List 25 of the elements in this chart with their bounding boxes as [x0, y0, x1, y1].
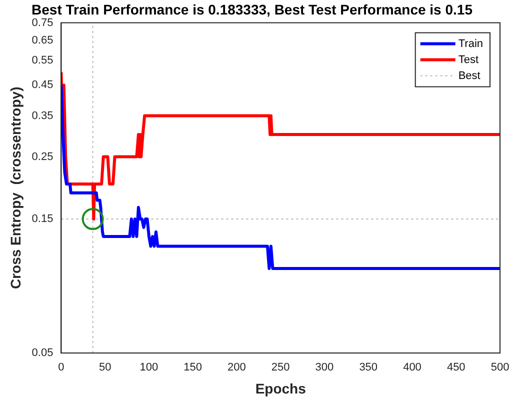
x-tick-label: 400: [403, 362, 422, 374]
legend-label: Test: [458, 54, 479, 66]
y-tick-label: 0.75: [32, 16, 54, 29]
x-tick-label: 200: [228, 362, 246, 374]
chart-title: Best Train Performance is 0.183333, Best Test Performance is 0.15: [32, 1, 473, 18]
x-tick-label: 300: [315, 362, 334, 374]
x-tick-label: 250: [271, 362, 290, 374]
x-tick-label: 150: [184, 362, 202, 374]
legend-label: Best: [458, 70, 480, 82]
x-tick-label: 0: [58, 362, 64, 374]
x-axis-title: Epochs: [255, 380, 306, 396]
y-tick-label: 0.65: [32, 34, 54, 46]
legend-label: Train: [458, 38, 484, 50]
y-axis-title: Cross Entropy (crossentropy): [7, 86, 24, 290]
x-tick-label: 350: [359, 362, 378, 374]
y-tick-label: 0.45: [32, 79, 54, 92]
y-tick-label: 0.55: [32, 54, 54, 67]
y-tick-label: 0.35: [32, 110, 54, 122]
y-tick-label: 0.15: [32, 213, 54, 226]
x-tick-label: 100: [140, 362, 158, 374]
y-tick-label: 0.05: [32, 347, 54, 360]
x-tick-label: 450: [446, 362, 466, 374]
y-tick-label: 0.25: [32, 150, 54, 163]
x-tick-label: 500: [490, 362, 510, 374]
x-tick-label: 50: [98, 362, 112, 374]
